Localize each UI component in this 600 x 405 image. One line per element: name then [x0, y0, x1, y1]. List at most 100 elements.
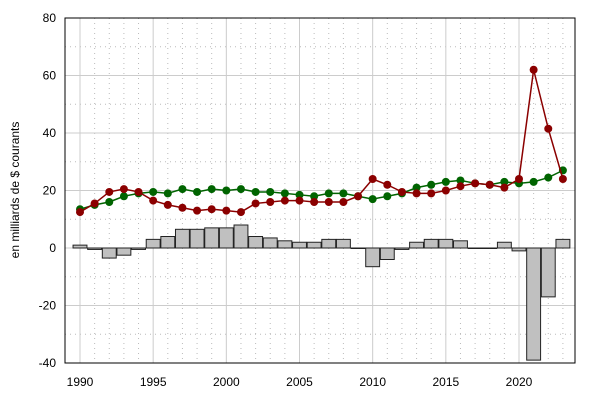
- bar: [218, 227, 234, 249]
- y-axis-label: en milliards de $ courants: [8, 122, 22, 259]
- data-point: [339, 189, 348, 198]
- data-point: [515, 175, 523, 183]
- data-point: [105, 187, 114, 196]
- data-point: [119, 185, 128, 194]
- data-point: [427, 180, 436, 189]
- data-point: [207, 205, 216, 214]
- data-point: [529, 65, 538, 74]
- data-point: [236, 185, 245, 194]
- data-point: [441, 177, 450, 186]
- data-point: [412, 189, 421, 198]
- bar: [87, 247, 103, 250]
- data-point: [500, 183, 509, 192]
- data-point: [222, 186, 231, 195]
- bar: [526, 247, 542, 361]
- bar: [174, 228, 190, 249]
- bar: [262, 237, 278, 249]
- bars: [72, 224, 571, 361]
- y-tick-label: 60: [43, 69, 57, 83]
- data-point: [544, 124, 553, 133]
- lines: [76, 65, 567, 217]
- y-tick-label: 80: [43, 11, 57, 25]
- data-point: [471, 179, 480, 188]
- data-point: [368, 175, 377, 183]
- bar: [189, 228, 205, 249]
- data-point: [178, 185, 187, 194]
- data-point: [280, 189, 289, 198]
- series-line-1: [79, 69, 564, 213]
- bar: [306, 241, 322, 249]
- x-tick-label: 2020: [506, 375, 533, 389]
- data-point: [427, 189, 436, 198]
- data-point: [149, 187, 158, 196]
- data-point: [529, 177, 538, 186]
- data-point: [193, 187, 202, 196]
- data-point: [266, 187, 275, 196]
- data-point: [310, 192, 319, 201]
- data-point: [383, 192, 392, 201]
- data-point: [149, 196, 158, 205]
- x-tick-label: 1995: [140, 375, 167, 389]
- data-point: [236, 208, 245, 217]
- bar: [496, 241, 512, 249]
- x-tick-label: 1990: [67, 375, 94, 389]
- x-tick-label: 2010: [359, 375, 386, 389]
- bar: [277, 240, 293, 249]
- data-point: [105, 198, 114, 206]
- bar: [116, 247, 132, 256]
- y-tick-label: -40: [39, 356, 57, 370]
- data-point: [119, 192, 128, 201]
- y-tick-label: 0: [49, 241, 56, 255]
- data-point: [324, 189, 333, 198]
- data-point: [280, 196, 289, 205]
- bar: [131, 247, 146, 250]
- data-point: [193, 206, 202, 215]
- bar: [350, 247, 366, 249]
- data-point: [266, 198, 275, 206]
- data-point: [558, 175, 567, 183]
- data-point: [163, 189, 172, 198]
- tick-labels: -40 -20 0 20 40 60 80 1990 1995 2000 2005 2010 2015 2…: [39, 11, 533, 389]
- bar: [511, 247, 527, 252]
- bar: [423, 238, 439, 249]
- x-tick-label: 2015: [432, 375, 459, 389]
- x-tick-label: 2000: [213, 375, 240, 389]
- data-point: [544, 173, 553, 182]
- bar: [204, 227, 220, 249]
- data-point: [222, 206, 231, 215]
- data-point: [295, 196, 304, 205]
- data-point: [90, 199, 99, 208]
- data-point: [251, 187, 260, 196]
- y-tick-label: -20: [39, 299, 57, 313]
- bar: [409, 241, 425, 249]
- bar: [379, 247, 395, 260]
- data-point: [383, 180, 392, 189]
- data-point: [295, 190, 304, 199]
- bar: [555, 238, 571, 249]
- data-point: [76, 208, 84, 217]
- y-tick-label: 40: [43, 126, 57, 140]
- bar: [292, 241, 307, 249]
- bar: [160, 236, 176, 249]
- data-point: [324, 198, 333, 206]
- bar: [438, 238, 454, 249]
- data-point: [397, 187, 406, 196]
- x-tick-label: 2005: [286, 375, 313, 389]
- data-point: [368, 195, 377, 204]
- data-point: [412, 183, 421, 192]
- data-point: [456, 182, 465, 191]
- bar: [145, 238, 161, 249]
- data-point: [485, 180, 494, 189]
- data-point: [178, 203, 187, 212]
- data-point: [251, 199, 260, 208]
- bar: [233, 224, 249, 249]
- bar: [467, 247, 483, 249]
- data-point: [207, 185, 216, 194]
- y-tick-label: 20: [43, 184, 57, 198]
- data-point: [339, 198, 348, 206]
- data-point: [500, 177, 509, 186]
- bar: [72, 244, 88, 249]
- bar: [365, 247, 381, 268]
- data-point: [134, 187, 143, 196]
